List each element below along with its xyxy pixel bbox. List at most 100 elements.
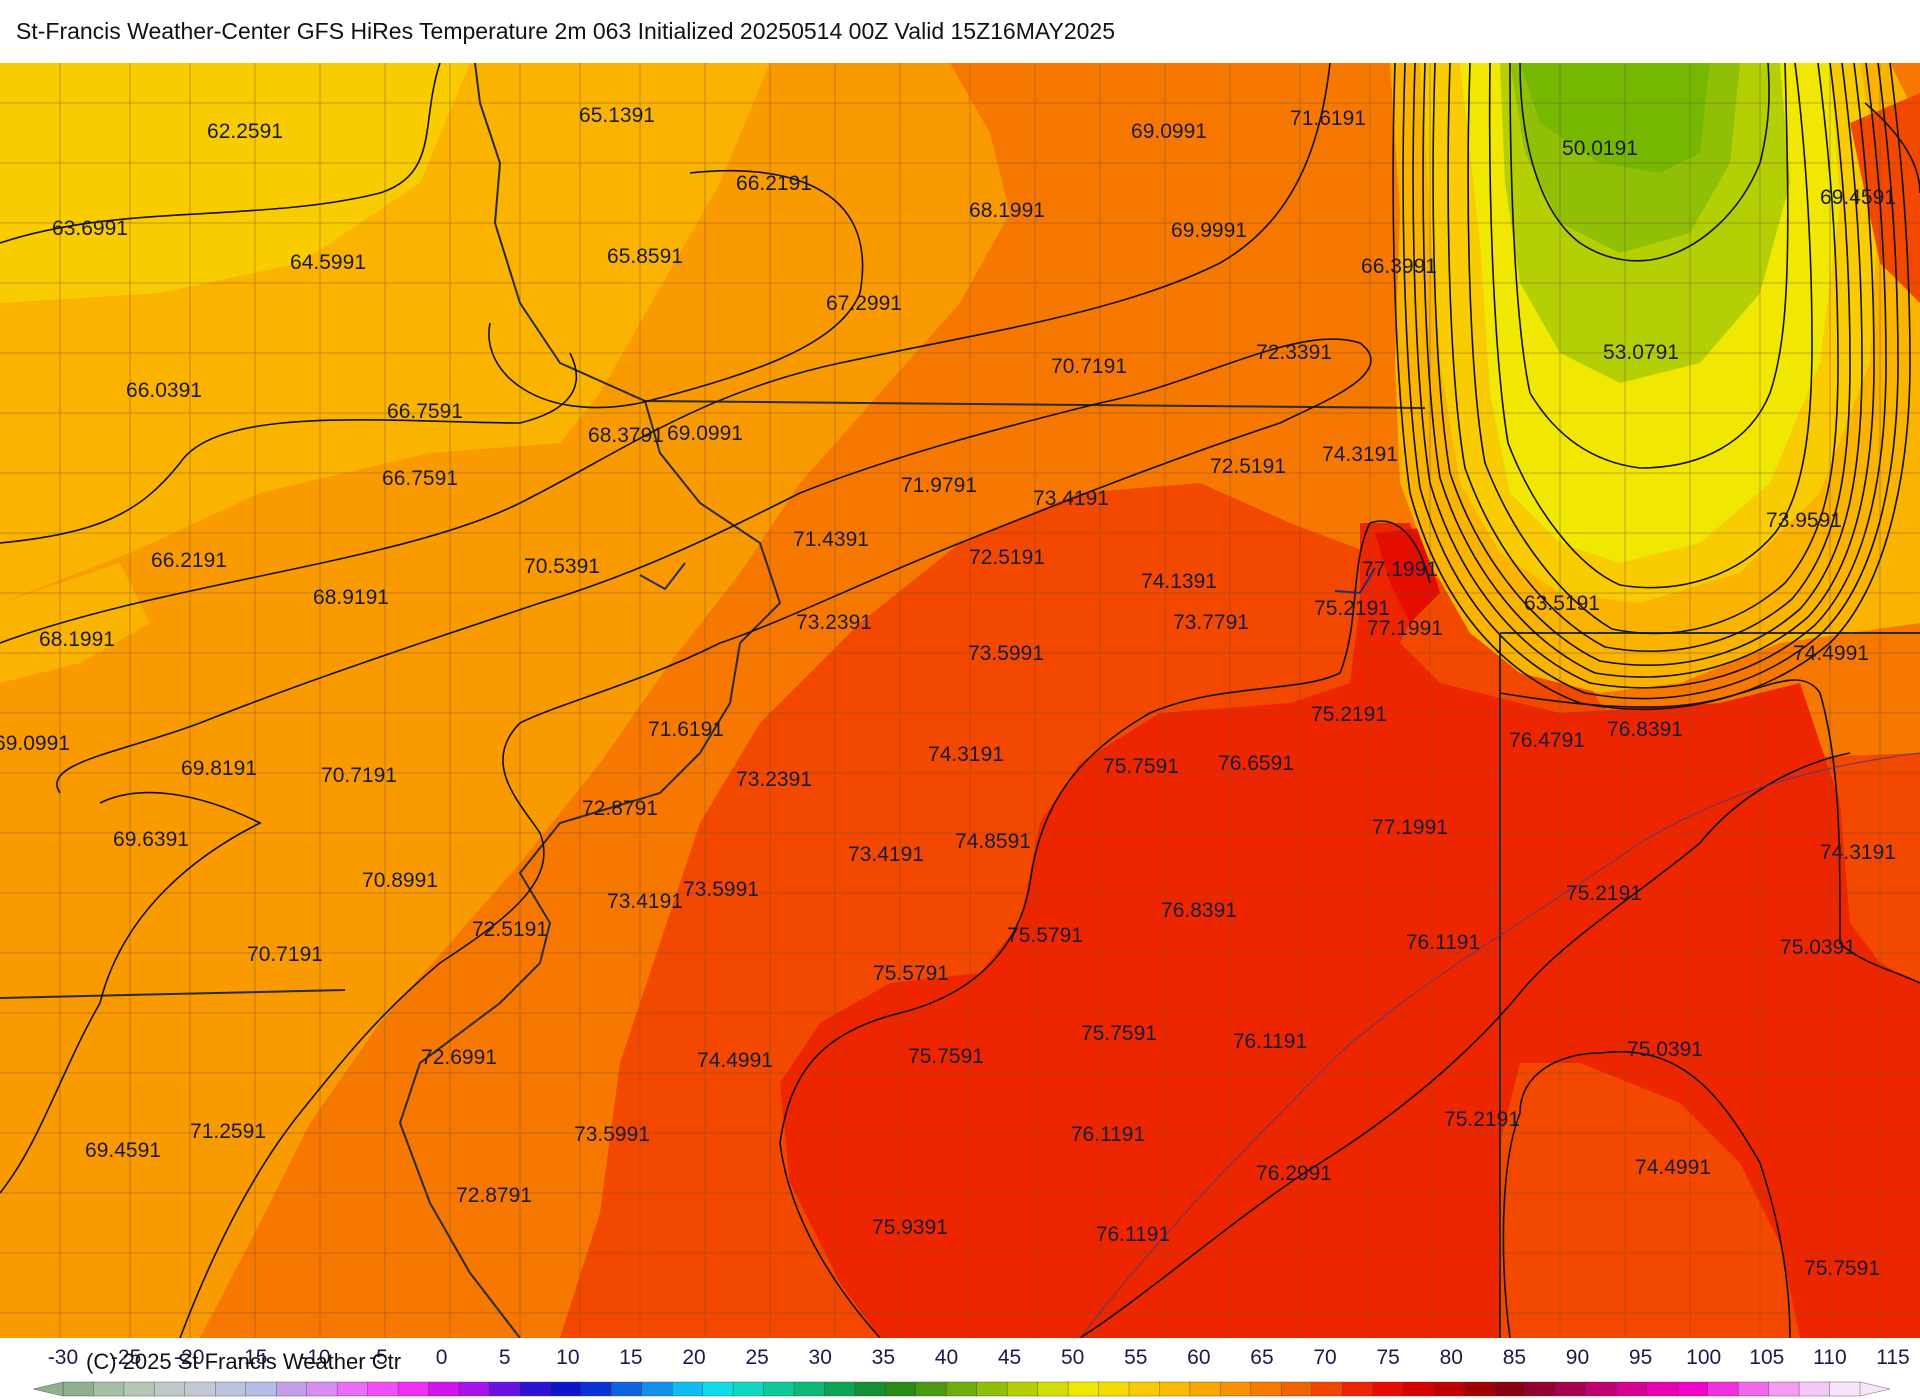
legend-tick-label: 5 bbox=[499, 1346, 511, 1369]
temperature-value-label: 71.6191 bbox=[648, 718, 724, 741]
temperature-labels: 62.2591 65.1391 69.0991 71.6191 50.0191 69.45… bbox=[0, 104, 1896, 1280]
legend-color-swatch bbox=[611, 1381, 643, 1397]
east-warm-band bbox=[1850, 93, 1920, 303]
temperature-value-label: 69.6391 bbox=[113, 828, 189, 851]
legend-tick-label: 95 bbox=[1629, 1346, 1652, 1369]
temperature-value-label: 75.2191 bbox=[1314, 597, 1390, 620]
legend-color-swatch bbox=[1646, 1381, 1678, 1397]
temperature-value-label: 75.2191 bbox=[1444, 1108, 1520, 1131]
legend-tick-label: 0 bbox=[436, 1346, 448, 1369]
legend-color-swatch bbox=[671, 1381, 704, 1397]
temperature-value-label: 70.7191 bbox=[1051, 355, 1127, 378]
legend-tick-label: -5 bbox=[369, 1346, 388, 1369]
temperature-value-label: 72.5191 bbox=[472, 918, 548, 941]
temp-band-55 bbox=[0, 63, 470, 303]
legend-tick-label: 55 bbox=[1124, 1346, 1147, 1369]
legend-color-swatch bbox=[1737, 1381, 1770, 1397]
legend-tick-label: -20 bbox=[174, 1346, 204, 1369]
temperature-value-label: 72.8791 bbox=[582, 797, 658, 820]
temperature-value-label: 75.5791 bbox=[1007, 924, 1083, 947]
temperature-value-label: 69.0991 bbox=[0, 732, 70, 755]
legend-color-swatch bbox=[550, 1381, 582, 1397]
legend-color-swatch bbox=[276, 1381, 308, 1397]
temperature-value-label: 75.7591 bbox=[1081, 1022, 1157, 1045]
temperature-value-label: 71.6191 bbox=[1290, 107, 1366, 130]
temperature-value-label: 76.1191 bbox=[1406, 931, 1480, 954]
legend-color-swatch bbox=[1677, 1381, 1709, 1397]
temperature-value-label: 72.6991 bbox=[421, 1046, 497, 1069]
legend-color-swatch bbox=[732, 1381, 765, 1397]
legend-color-swatch bbox=[1829, 1381, 1861, 1397]
temperature-value-label: 75.7591 bbox=[908, 1045, 984, 1068]
legend-tick-label: 20 bbox=[682, 1346, 705, 1369]
temperature-value-label: 65.1391 bbox=[579, 104, 655, 127]
legend-color-swatch bbox=[1768, 1381, 1800, 1397]
legend-tick-label: 30 bbox=[809, 1346, 832, 1369]
temperature-value-label: 76.1191 bbox=[1096, 1223, 1170, 1246]
state-boundaries bbox=[0, 63, 1920, 1338]
legend-tick-label: 75 bbox=[1376, 1346, 1399, 1369]
legend-color-swatch bbox=[519, 1381, 552, 1397]
temperature-value-label: 66.7591 bbox=[382, 467, 458, 490]
legend-color-swatch bbox=[1463, 1381, 1496, 1397]
legend-color-swatch bbox=[1250, 1381, 1283, 1397]
temperature-value-label: 69.0991 bbox=[667, 422, 743, 445]
legend-tick-label: 50 bbox=[1061, 1346, 1084, 1369]
temperature-value-label: 76.4791 bbox=[1509, 729, 1585, 752]
temperature-value-label: 77.1991 bbox=[1372, 816, 1448, 839]
temperature-value-label: 73.9591 bbox=[1766, 509, 1842, 532]
temperature-value-label: 76.2991 bbox=[1256, 1162, 1332, 1185]
temperature-value-label: 75.2191 bbox=[1311, 703, 1387, 726]
legend-color-swatch bbox=[245, 1381, 277, 1397]
temperature-value-label: 68.1991 bbox=[39, 628, 115, 651]
legend-color-swatch bbox=[1433, 1381, 1465, 1397]
temperature-map: 62.2591 65.1391 69.0991 71.6191 50.0191 69.45… bbox=[0, 63, 1920, 1338]
legend-color-swatch bbox=[1707, 1381, 1739, 1397]
legend-color-swatch bbox=[1616, 1381, 1648, 1397]
temperature-value-label: 63.6991 bbox=[52, 217, 128, 240]
temperature-value-label: 75.2191 bbox=[1566, 882, 1642, 905]
legend-color-swatch bbox=[1006, 1381, 1039, 1397]
temperature-value-label: 74.8591 bbox=[955, 830, 1031, 853]
temperature-value-label: 65.8591 bbox=[607, 245, 683, 268]
temperature-value-label: 73.5991 bbox=[574, 1123, 650, 1146]
legend-color-swatch bbox=[367, 1381, 399, 1397]
temperature-value-label: 71.9791 bbox=[901, 474, 977, 497]
temperature-value-label: 50.0191 bbox=[1562, 137, 1638, 160]
legend-tick-label: 40 bbox=[935, 1346, 958, 1369]
copyright-text: (C) 2025 St Francis Weather Ctr bbox=[86, 1349, 401, 1374]
temperature-value-label: 72.5191 bbox=[969, 546, 1045, 569]
legend-color-swatch bbox=[1189, 1381, 1222, 1397]
legend-tick-label: -15 bbox=[237, 1346, 267, 1369]
legend-color-swatch bbox=[1342, 1381, 1374, 1397]
legend-ticks: -30 -25 -20 -15 -10 -5 0 5 10 15 20 25 30 35 40 45 50 55 6… bbox=[48, 1346, 1910, 1369]
temperature-value-label: 77.1991 bbox=[1362, 558, 1438, 581]
legend-tick-label: 45 bbox=[998, 1346, 1021, 1369]
temperature-value-label: 66.2191 bbox=[151, 549, 227, 572]
legend-tick-label: 10 bbox=[556, 1346, 579, 1369]
temperature-value-label: 76.1191 bbox=[1233, 1030, 1307, 1053]
legend-tick-label: 85 bbox=[1503, 1346, 1526, 1369]
legend-color-swatch bbox=[1555, 1381, 1587, 1397]
temperature-value-label: 70.8991 bbox=[362, 869, 438, 892]
temperature-value-label: 74.3191 bbox=[1820, 841, 1896, 864]
legend-color-swatch bbox=[1402, 1381, 1435, 1397]
temperature-value-label: 76.6591 bbox=[1218, 752, 1294, 775]
temperature-value-label: 74.4991 bbox=[1793, 642, 1869, 665]
legend-color-swatch bbox=[1281, 1381, 1313, 1397]
legend-color-swatch bbox=[336, 1381, 369, 1397]
legend-color-swatch bbox=[885, 1381, 917, 1397]
temperature-value-label: 69.8191 bbox=[181, 757, 257, 780]
legend-color-swatch bbox=[1220, 1381, 1252, 1397]
legend-color-swatch bbox=[854, 1381, 887, 1397]
temperature-value-label: 68.3791 bbox=[588, 424, 664, 447]
temperature-value-label: 77.1991 bbox=[1367, 617, 1443, 640]
legend-tick-label: 25 bbox=[745, 1346, 768, 1369]
temp-band-80 bbox=[780, 523, 1920, 1338]
county-lines bbox=[0, 63, 1920, 1338]
temperature-value-label: 75.7591 bbox=[1103, 755, 1179, 778]
legend-color-swatch bbox=[123, 1381, 156, 1397]
legend-tick-label: 100 bbox=[1686, 1346, 1721, 1369]
temperature-value-label: 74.4991 bbox=[1635, 1156, 1711, 1179]
temperature-value-label: 73.2391 bbox=[736, 768, 812, 791]
